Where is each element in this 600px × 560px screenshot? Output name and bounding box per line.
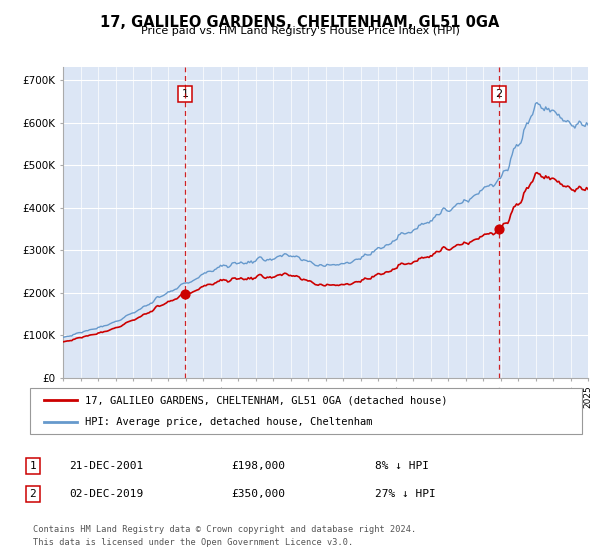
- Point: [180, 289, 190, 298]
- Text: £350,000: £350,000: [231, 489, 285, 499]
- Text: 2: 2: [496, 88, 503, 99]
- Text: 17, GALILEO GARDENS, CHELTENHAM, GL51 0GA: 17, GALILEO GARDENS, CHELTENHAM, GL51 0G…: [100, 15, 500, 30]
- Text: This data is licensed under the Open Government Licence v3.0.: This data is licensed under the Open Gov…: [33, 538, 353, 547]
- Text: 17, GALILEO GARDENS, CHELTENHAM, GL51 0GA (detached house): 17, GALILEO GARDENS, CHELTENHAM, GL51 0G…: [85, 395, 448, 405]
- Text: HPI: Average price, detached house, Cheltenham: HPI: Average price, detached house, Chel…: [85, 417, 373, 427]
- Text: 27% ↓ HPI: 27% ↓ HPI: [375, 489, 436, 499]
- Text: 8% ↓ HPI: 8% ↓ HPI: [375, 461, 429, 471]
- Text: 21-DEC-2001: 21-DEC-2001: [69, 461, 143, 471]
- Text: 02-DEC-2019: 02-DEC-2019: [69, 489, 143, 499]
- Text: 1: 1: [181, 88, 188, 99]
- Text: 1: 1: [29, 461, 37, 471]
- Text: Price paid vs. HM Land Registry's House Price Index (HPI): Price paid vs. HM Land Registry's House …: [140, 26, 460, 36]
- Point: [494, 225, 504, 234]
- Text: 2: 2: [29, 489, 37, 499]
- Text: Contains HM Land Registry data © Crown copyright and database right 2024.: Contains HM Land Registry data © Crown c…: [33, 525, 416, 534]
- Text: £198,000: £198,000: [231, 461, 285, 471]
